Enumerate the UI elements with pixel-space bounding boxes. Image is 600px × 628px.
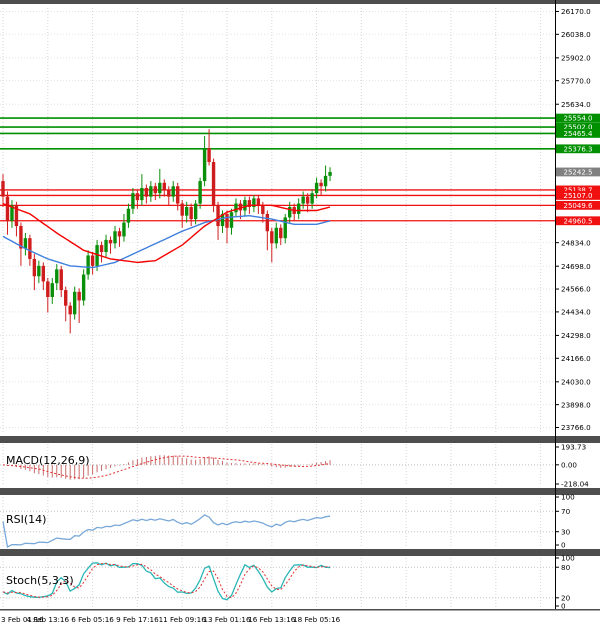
support-price-badge: 25049.6	[556, 200, 600, 210]
price-tick-label: 23766.0	[561, 423, 591, 432]
resistance-price-badge: 25554.0	[556, 113, 600, 123]
svg-text:25107.0: 25107.0	[564, 192, 593, 200]
price-tick-label: 26038.0	[561, 30, 591, 39]
stoch-panel	[0, 562, 555, 601]
price-axis: 26170.0 26038.0 25902.0 25770.0 25634.0 24834…	[555, 0, 600, 611]
rsi-axis-label: 30	[561, 527, 571, 536]
stoch-axis-label: 100	[561, 554, 575, 563]
time-axis-label: 18 Feb 05:16	[293, 615, 341, 624]
svg-text:25049.6: 25049.6	[564, 202, 593, 210]
svg-text:25242.5: 25242.5	[564, 168, 593, 176]
rsi-axis-label: 0	[561, 541, 566, 550]
price-tick-label: 24698.0	[561, 262, 591, 271]
support-price-badge: 25107.0	[556, 191, 600, 200]
panel-dividers	[0, 0, 600, 611]
ma-red-line	[2, 202, 331, 264]
svg-text:25465.4: 25465.4	[564, 130, 593, 138]
svg-text:25502.0: 25502.0	[564, 124, 593, 132]
ma-blue-line	[2, 214, 331, 269]
svg-text:25554.0: 25554.0	[564, 115, 593, 123]
time-axis-label: 6 Feb 05:16	[71, 615, 114, 624]
price-tick-label: 24166.0	[561, 354, 591, 363]
time-axis-label: 16 Feb 13:16	[248, 615, 296, 624]
stoch-panel-label: Stoch(5,3,3)	[6, 574, 74, 587]
price-tick-label: 24030.0	[561, 377, 591, 386]
rsi-panel	[0, 510, 555, 548]
current-price-badge: 25242.5	[556, 167, 600, 176]
price-tick-label: 25634.0	[561, 100, 591, 109]
price-tick-label: 24434.0	[561, 307, 591, 316]
svg-text:24960.5: 24960.5	[564, 217, 593, 225]
stoch-axis-label: 20	[561, 593, 571, 602]
level-lines	[0, 117, 555, 222]
stoch-axis-label: 80	[561, 563, 571, 572]
macd-axis-label: 0.00	[561, 460, 577, 469]
resistance-price-badge: 25502.0	[556, 122, 600, 132]
macd-panel-label: MACD(12,26,9)	[6, 454, 90, 467]
price-tick-label: 24298.0	[561, 331, 591, 340]
price-tick-label: 25902.0	[561, 53, 591, 62]
time-axis-label: 3 Feb 01:16	[1, 615, 44, 624]
support-price-badge: 25138.7	[556, 185, 600, 194]
macd-axis-label: 193.73	[561, 443, 586, 452]
price-tick-label: 26170.0	[561, 7, 591, 16]
resistance-price-badge: 25376.3	[556, 144, 600, 153]
rsi-panel-label: RSI(14)	[6, 513, 47, 526]
price-tick-label: 23898.0	[561, 400, 591, 409]
resistance-price-badge: 25465.4	[556, 129, 600, 138]
macd-axis-label: -218.04	[561, 480, 589, 489]
price-tick-label: 24834.0	[561, 238, 591, 247]
macd-panel	[0, 455, 555, 480]
candles	[1, 129, 332, 334]
svg-text:25138.7: 25138.7	[564, 186, 593, 194]
time-axis-label: 4 Feb 13:16	[27, 615, 70, 624]
time-axis-label: 11 Feb 09:16	[159, 615, 207, 624]
price-tick-label: 25770.0	[561, 76, 591, 85]
stoch-axis-label: 0	[561, 602, 566, 611]
support-price-badge: 24960.5	[556, 216, 600, 225]
time-axis: 3 Feb 01:164 Feb 13:16 6 Feb 05:16 9 Feb 1…	[1, 615, 341, 624]
rsi-axis-label: 100	[561, 493, 575, 502]
time-axis-label: 13 Feb 01:16	[203, 615, 251, 624]
rsi-axis-label: 70	[561, 507, 571, 516]
time-axis-label: 9 Feb 17:16	[116, 615, 159, 624]
price-tick-label: 24566.0	[561, 285, 591, 294]
horizontal-gridlines	[0, 10, 555, 429]
svg-text:25376.3: 25376.3	[564, 145, 593, 153]
